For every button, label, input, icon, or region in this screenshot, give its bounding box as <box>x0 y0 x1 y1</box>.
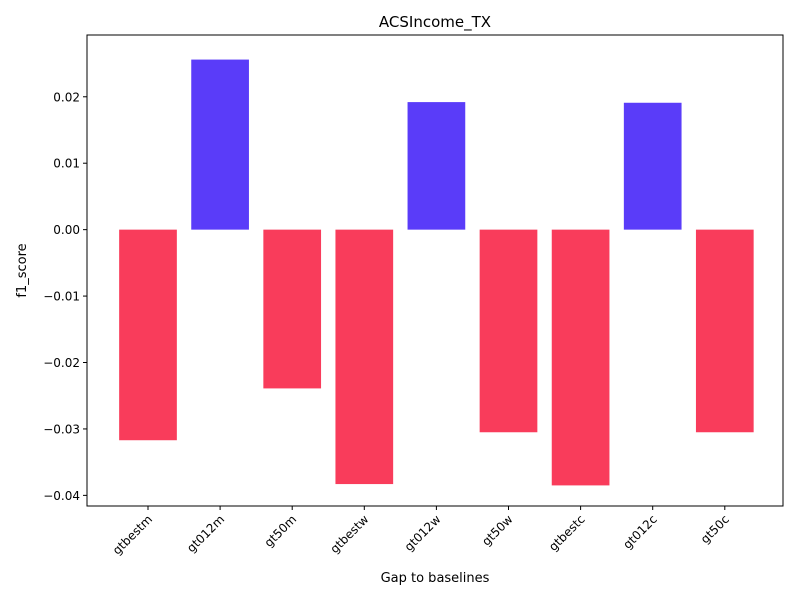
x-axis: gtbestm gt012m gt50m gtbestw gt012w gt50w gtbe… <box>110 506 732 557</box>
chart-title: ACSIncome_TX <box>379 13 491 32</box>
bars-layer <box>119 59 754 486</box>
bar-gtbestc <box>551 229 610 486</box>
y-tick-label: −0.01 <box>43 290 80 304</box>
bar-gt50c <box>695 229 754 433</box>
x-tick-label: gtbestm <box>110 512 155 557</box>
bar-gt50m <box>263 229 322 389</box>
y-axis: −0.04 −0.03 −0.02 −0.01 0.00 0.01 0.02 <box>43 90 87 503</box>
y-tick-label: −0.04 <box>43 489 80 503</box>
bar-gt012c <box>623 102 682 230</box>
y-tick-label: 0.01 <box>53 157 80 171</box>
bar-gt012w <box>407 102 466 230</box>
y-tick-label: −0.02 <box>43 356 80 370</box>
y-tick-label: −0.03 <box>43 422 80 436</box>
x-tick-label: gt012m <box>184 512 227 555</box>
x-tick-label: gt50w <box>479 512 515 548</box>
plot-frame <box>86 34 784 507</box>
x-tick-label: gt50m <box>262 512 300 550</box>
x-tick-label: gt012w <box>402 512 444 554</box>
bar-gt50w <box>479 229 538 433</box>
x-tick-label: gt50c <box>698 512 732 546</box>
x-tick-label: gtbestw <box>328 512 372 556</box>
bar-gt012m <box>191 59 249 230</box>
bar-gtbestw <box>335 229 394 485</box>
x-axis-label: Gap to baselines <box>381 571 490 586</box>
x-tick-label: gtbestc <box>546 512 588 554</box>
y-tick-label: 0.02 <box>53 90 80 104</box>
bar-gtbestm <box>119 229 177 441</box>
x-tick-label: gt012c <box>620 512 659 551</box>
y-axis-label: f1_score <box>15 243 30 297</box>
y-tick-label: 0.00 <box>53 223 80 237</box>
